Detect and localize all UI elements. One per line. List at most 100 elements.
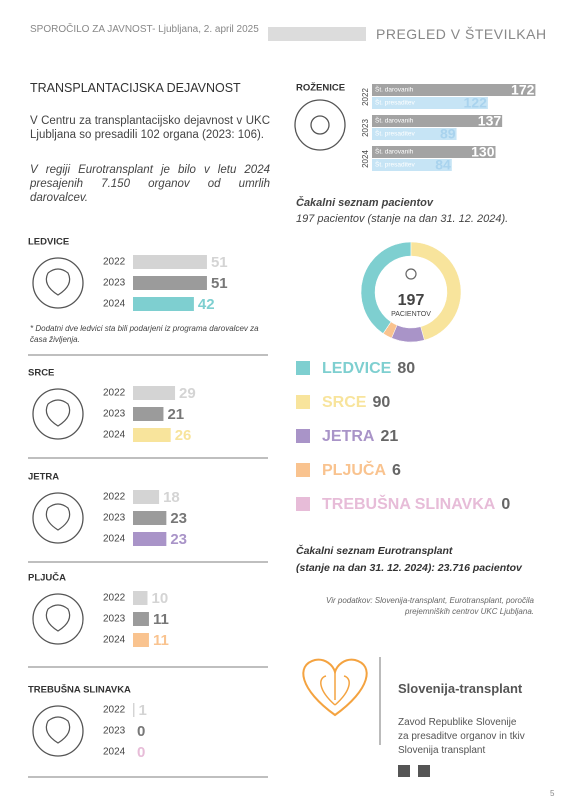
note: * Dodatni dve ledvici sta bili podarjeni… (30, 324, 259, 344)
donut-segment (382, 321, 398, 339)
year-label: 2022 (103, 492, 126, 503)
eurotransplant: Čakalni seznam Eurotransplant (296, 545, 453, 557)
year-label: 2022 (103, 593, 126, 604)
bar (133, 532, 167, 546)
donut-total: 197 (398, 292, 425, 309)
organ-title: PLJUČA (28, 572, 66, 584)
bar-value: 11 (153, 632, 169, 649)
year-label: 2023 (103, 278, 126, 289)
organ-icon (45, 716, 71, 744)
bar-value: 122 (464, 95, 488, 111)
bar-value: 21 (167, 406, 184, 423)
bar (372, 146, 496, 158)
bar (133, 255, 207, 269)
brand: Slovenija-transplant (398, 681, 523, 696)
bar-value: 18 (163, 489, 180, 506)
organ-icon (32, 593, 84, 645)
bar-value: 42 (198, 296, 215, 313)
bar (133, 407, 164, 421)
organ-icon (32, 492, 84, 544)
legend-name: SRCE (322, 394, 367, 411)
legend-value: 21 (380, 428, 398, 445)
bar (133, 297, 194, 311)
organ-icon (32, 388, 84, 440)
bar-value: 51 (211, 275, 228, 292)
bar (372, 97, 488, 109)
people-icon (405, 268, 417, 280)
bar (133, 386, 176, 400)
legend-swatch (296, 463, 310, 477)
brand-desc: Zavod Republike Slovenije (398, 717, 517, 728)
year-label: 2023 (361, 119, 370, 137)
legend-swatch (296, 361, 310, 375)
waitlist-title: Čakalni seznam pacientov (296, 197, 433, 209)
year-label: 2022 (103, 388, 126, 399)
bar-value: 1 (138, 702, 146, 719)
year-label: 2023 (103, 513, 126, 524)
legend-value: 90 (372, 394, 390, 411)
bar (133, 428, 171, 442)
bar (372, 84, 536, 96)
intro-text: V Centru za transplantacijsko dejavnost … (30, 115, 270, 141)
donut-segment (360, 241, 412, 334)
donut-segment (410, 241, 462, 341)
bar-label: Št. darovanih (375, 147, 414, 156)
year-label: 2022 (361, 88, 370, 106)
source: prejemniških centrov UKC Ljubljana. (405, 607, 534, 616)
eurotransplant: (stanje na dan 31. 12. 2024): 23.716 pac… (296, 562, 522, 574)
year-label: 2024 (103, 747, 126, 758)
header-left: SPOROČILO ZA JAVNOST- Ljubljana, 2. apri… (30, 24, 259, 35)
source: Vir podatkov: Slovenija-transplant, Euro… (326, 596, 534, 605)
eye-icon (294, 99, 346, 151)
bar-value: 89 (440, 126, 456, 142)
bar-value: 0 (137, 744, 145, 761)
bar-value: 137 (478, 113, 502, 129)
legend-swatch (296, 395, 310, 409)
youtube-icon[interactable] (418, 765, 430, 777)
year-label: 2024 (103, 635, 126, 646)
facebook-icon[interactable] (398, 765, 410, 777)
legend-name: LEDVICE (322, 360, 392, 377)
bar-value: 0 (137, 723, 145, 740)
waitlist-subtitle: 197 pacientov (stanje na dan 31. 12. 202… (296, 213, 509, 225)
bar (133, 591, 148, 605)
brand-desc: Slovenija transplant (398, 745, 486, 756)
organ-icon (32, 705, 84, 757)
bar (372, 115, 503, 127)
legend-value: 80 (397, 360, 415, 377)
organ-icon (45, 503, 71, 531)
organ-title: LEDVICE (28, 237, 69, 248)
intro-title: TRANSPLANTACIJSKA DEJAVNOST (30, 81, 241, 95)
legend-name: TREBUŠNA SLINAVKA (322, 494, 496, 513)
organ-title: TREBUŠNA SLINAVKA (28, 684, 131, 696)
bar (133, 276, 207, 290)
organ-title: SRCE (28, 368, 54, 379)
legend-swatch (296, 429, 310, 443)
year-label: 2023 (103, 614, 126, 625)
year-label: 2023 (103, 726, 126, 737)
donut-label: PACIENTOV (391, 311, 431, 318)
eye-icon (310, 115, 330, 135)
bar-value: 172 (511, 82, 535, 98)
bar-value: 51 (211, 254, 228, 271)
bar-label: Št. darovanih (375, 116, 414, 125)
header-bar (268, 27, 366, 41)
organ-icon (45, 399, 71, 427)
page-number: 5 (550, 789, 555, 798)
bar-value: 26 (175, 427, 192, 444)
bar-value: 23 (170, 510, 187, 527)
year-label: 2024 (361, 150, 370, 168)
bar-value: 130 (471, 144, 495, 160)
year-label: 2023 (103, 409, 126, 420)
bar-label: Št. presaditev (375, 160, 415, 169)
bar (133, 612, 149, 626)
legend-value: 0 (501, 496, 510, 513)
organ-icon (45, 268, 71, 296)
organ-icon (45, 604, 71, 632)
bar (133, 703, 135, 717)
bar-value: 10 (152, 590, 169, 607)
organ-icon (32, 257, 84, 309)
bar-label: Št. presaditev (375, 129, 415, 138)
donut-segment (391, 324, 425, 343)
